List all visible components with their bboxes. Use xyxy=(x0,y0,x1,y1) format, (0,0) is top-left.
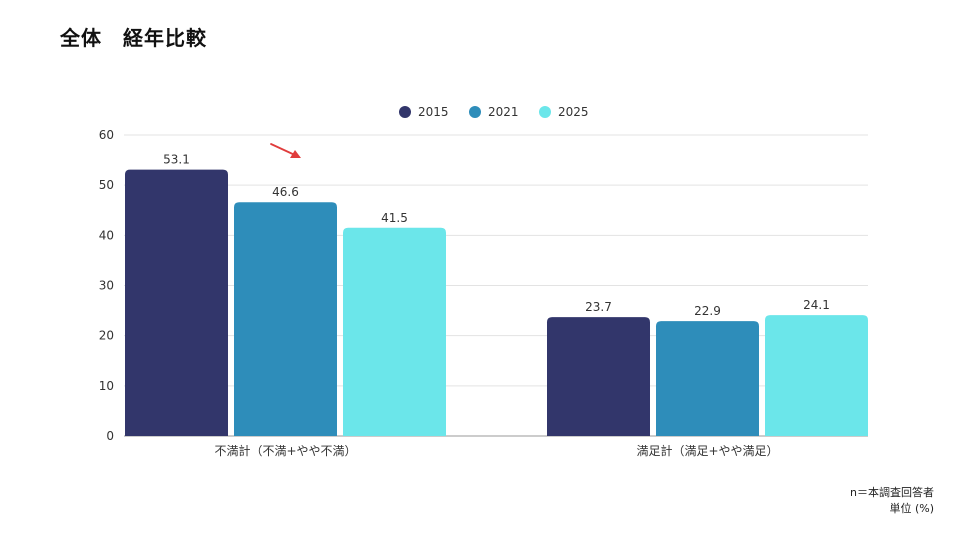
bar-2021-1 xyxy=(656,321,759,436)
arrow-head-icon xyxy=(290,150,301,158)
y-tick-label: 10 xyxy=(99,379,114,393)
bars xyxy=(125,169,868,437)
bar-2025-0 xyxy=(343,227,446,436)
bar-2025-1 xyxy=(765,315,868,436)
legend-label: 2025 xyxy=(558,105,589,119)
data-label: 22.9 xyxy=(694,304,721,318)
y-tick-label: 60 xyxy=(99,128,114,142)
data-label: 41.5 xyxy=(381,211,408,225)
bar-2021-0 xyxy=(234,202,337,436)
y-tick-label: 0 xyxy=(106,429,114,443)
legend-marker-icon xyxy=(539,106,551,118)
y-tick-label: 20 xyxy=(99,329,114,343)
annotation xyxy=(270,143,301,158)
x-category-label: 満足計（満足+やや満足） xyxy=(636,443,778,458)
x-category-label: 不満計（不満+やや不満） xyxy=(214,443,356,458)
data-label: 23.7 xyxy=(585,300,612,314)
legend-label: 2015 xyxy=(418,105,449,119)
unit-note: 単位 (%) xyxy=(889,502,934,515)
data-label: 46.6 xyxy=(272,185,299,199)
bar-2015-0 xyxy=(125,169,228,437)
legend-marker-icon xyxy=(469,106,481,118)
bar-2015-1 xyxy=(547,317,650,436)
legend-label: 2021 xyxy=(488,105,519,119)
y-tick-label: 50 xyxy=(99,178,114,192)
legend: 2015 2021 2025 xyxy=(399,105,589,119)
data-labels: 53.1 46.6 41.5 23.7 22.9 24.1 xyxy=(163,153,830,319)
x-axis: 不満計（不満+やや不満） 満足計（満足+やや満足） xyxy=(214,443,778,458)
sample-note: n＝本調査回答者 xyxy=(850,486,934,499)
y-tick-label: 30 xyxy=(99,279,114,293)
y-tick-label: 40 xyxy=(99,228,114,242)
legend-marker-icon xyxy=(399,106,411,118)
data-label: 24.1 xyxy=(803,298,830,312)
data-label: 53.1 xyxy=(163,153,190,167)
y-axis: 0 10 20 30 40 50 60 xyxy=(99,128,114,443)
page-title: 全体 経年比較 xyxy=(60,26,207,50)
